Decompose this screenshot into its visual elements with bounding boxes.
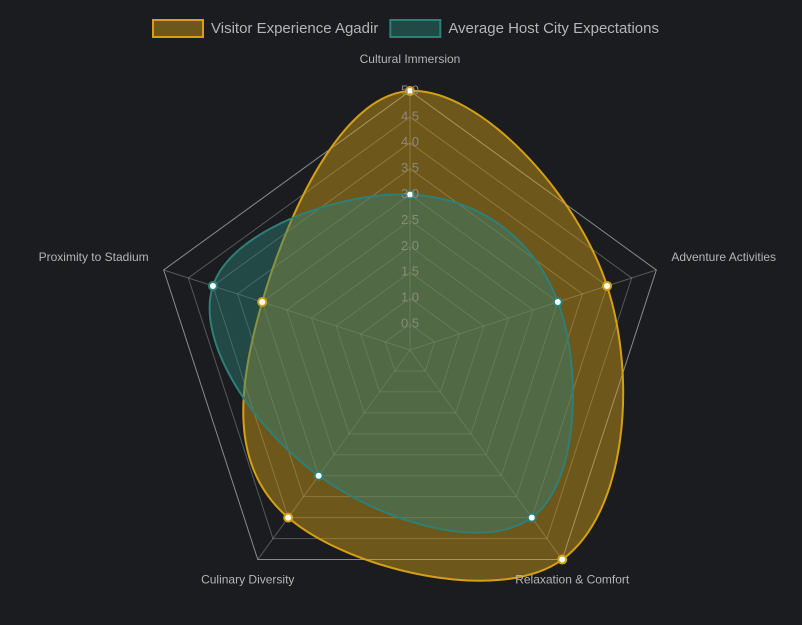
data-point <box>602 280 613 291</box>
spoke <box>409 349 563 560</box>
series-area <box>208 193 574 534</box>
data-point <box>552 296 563 307</box>
data-point <box>313 470 324 481</box>
r-tick-label: 3.0 <box>401 186 419 201</box>
grid-ring <box>360 297 460 393</box>
grid-ring <box>212 142 608 519</box>
grid-ring <box>236 168 584 498</box>
category-label: Relaxation & Comfort <box>515 573 630 587</box>
r-tick-label: 2.5 <box>401 212 419 227</box>
spoke <box>257 349 411 560</box>
data-point <box>257 296 268 307</box>
r-tick-label: 0.5 <box>401 316 419 331</box>
r-tick-label: 5.0 <box>401 82 419 97</box>
grid-ring <box>310 245 510 435</box>
spoke <box>409 269 657 351</box>
r-tick-label: 1.5 <box>401 264 419 279</box>
r-tick-label: 4.0 <box>401 134 419 149</box>
data-point <box>405 189 415 200</box>
legend-swatch[interactable] <box>152 19 204 38</box>
r-tick-label: 2.0 <box>401 238 419 253</box>
data-point <box>207 280 218 291</box>
r-tick-label: 3.5 <box>401 160 419 175</box>
grid-ring <box>163 90 657 561</box>
legend-label[interactable]: Average Host City Expectations <box>448 20 659 37</box>
grid-ring <box>384 323 436 372</box>
r-tick-label: 4.5 <box>401 108 419 123</box>
grid-ring <box>335 271 485 414</box>
grid-ring <box>286 219 534 456</box>
r-tick-label: 1.0 <box>401 290 419 305</box>
category-label: Culinary Diversity <box>201 573 294 587</box>
grid-ring <box>187 116 633 540</box>
legend-label[interactable]: Visitor Experience Agadir <box>211 20 378 37</box>
spoke <box>163 269 411 351</box>
series-area <box>242 89 625 582</box>
data-point <box>557 554 568 565</box>
data-point <box>283 512 294 523</box>
data-point <box>405 86 415 96</box>
category-label: Cultural Immersion <box>360 52 461 66</box>
data-point <box>526 512 537 523</box>
category-label: Proximity to Stadium <box>39 250 149 264</box>
grid-ring <box>261 193 559 477</box>
category-label: Adventure Activities <box>671 250 776 264</box>
legend-swatch[interactable] <box>389 19 442 38</box>
